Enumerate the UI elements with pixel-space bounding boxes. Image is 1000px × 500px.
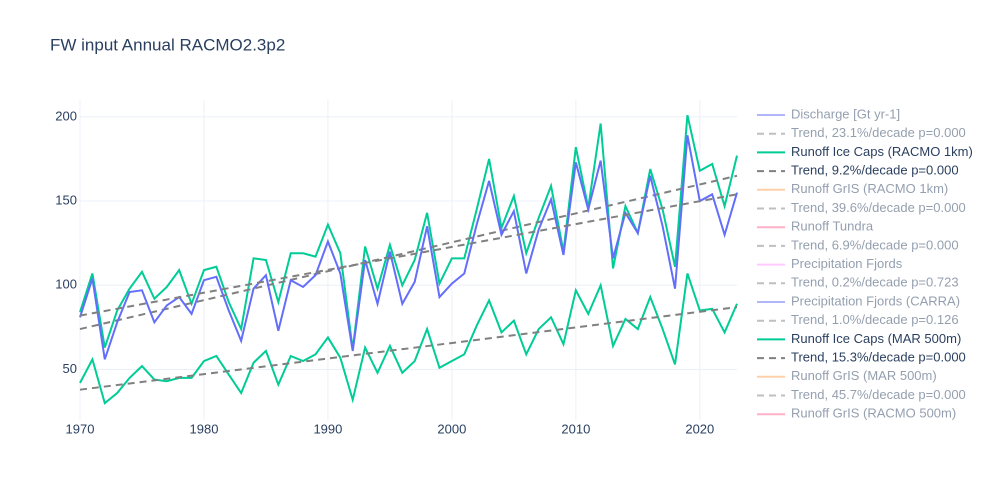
- x-tick-label: 2000: [437, 421, 466, 436]
- trend-line: [79, 306, 738, 391]
- legend-label: Discharge [Gt yr-1]: [791, 106, 900, 121]
- legend-label: Precipitation Fjords: [791, 256, 903, 271]
- legend-label: Runoff Ice Caps (RACMO 1km): [791, 144, 973, 159]
- y-tick-label: 50: [63, 361, 77, 376]
- x-tick-label: 2020: [685, 421, 714, 436]
- x-tick-label: 2010: [561, 421, 590, 436]
- x-tick-label: 1990: [313, 421, 342, 436]
- legend-label: Runoff Ice Caps (MAR 500m): [791, 331, 961, 346]
- legend-label: Trend, 39.6%/decade p=0.000: [791, 200, 966, 215]
- y-tick-label: 150: [55, 192, 77, 207]
- legend-label: Runoff GrIS (RACMO 1km): [791, 181, 948, 196]
- legend-item[interactable]: Runoff GrIS (RACMO 500m): [757, 406, 956, 421]
- legend-label: Trend, 15.3%/decade p=0.000: [791, 350, 966, 365]
- legend-label: Trend, 23.1%/decade p=0.000: [791, 125, 966, 140]
- legend-item[interactable]: Runoff GrIS (RACMO 1km): [757, 181, 948, 196]
- legend-item[interactable]: Trend, 39.6%/decade p=0.000: [757, 200, 966, 215]
- legend-item[interactable]: Trend, 23.1%/decade p=0.000: [757, 125, 966, 140]
- legend-item[interactable]: Trend, 6.9%/decade p=0.000: [757, 237, 959, 252]
- trend-line: [79, 193, 738, 317]
- legend-item[interactable]: Runoff Ice Caps (RACMO 1km): [757, 144, 973, 159]
- legend-label: Trend, 1.0%/decade p=0.126: [791, 312, 959, 327]
- x-tick-label: 1970: [66, 421, 95, 436]
- series-line: [79, 135, 738, 360]
- legend-label: Precipitation Fjords (CARRA): [791, 293, 960, 308]
- series-line: [79, 114, 738, 350]
- legend-label: Runoff Tundra: [791, 219, 874, 234]
- legend-item[interactable]: Trend, 1.0%/decade p=0.126: [757, 312, 959, 327]
- plot-area: [79, 114, 738, 405]
- legend-item[interactable]: Trend, 9.2%/decade p=0.000: [757, 163, 959, 178]
- y-tick-label: 100: [55, 277, 77, 292]
- series-line: [79, 273, 738, 405]
- legend-label: Trend, 0.2%/decade p=0.723: [791, 275, 959, 290]
- legend: Discharge [Gt yr-1] Trend, 23.1%/decade p…: [757, 106, 973, 420]
- legend-label: Runoff GrIS (RACMO 500m): [791, 406, 956, 421]
- legend-item[interactable]: Trend, 15.3%/decade p=0.000: [757, 350, 966, 365]
- legend-item[interactable]: Runoff GrIS (MAR 500m): [757, 368, 937, 383]
- legend-label: Runoff GrIS (MAR 500m): [791, 368, 937, 383]
- legend-item[interactable]: Runoff Tundra: [757, 219, 874, 234]
- legend-label: Trend, 45.7%/decade p=0.000: [791, 387, 966, 402]
- legend-item[interactable]: Trend, 45.7%/decade p=0.000: [757, 387, 966, 402]
- legend-item[interactable]: Runoff Ice Caps (MAR 500m): [757, 331, 961, 346]
- y-tick-label: 200: [55, 108, 77, 123]
- x-tick-label: 1980: [190, 421, 219, 436]
- trend-line: [79, 174, 738, 331]
- legend-item[interactable]: Discharge [Gt yr-1]: [757, 106, 900, 121]
- legend-item[interactable]: Trend, 0.2%/decade p=0.723: [757, 275, 959, 290]
- chart-title: FW input Annual RACMO2.3p2: [50, 35, 285, 54]
- legend-label: Trend, 6.9%/decade p=0.000: [791, 237, 959, 252]
- legend-item[interactable]: Precipitation Fjords (CARRA): [757, 293, 960, 308]
- legend-label: Trend, 9.2%/decade p=0.000: [791, 163, 959, 178]
- legend-item[interactable]: Precipitation Fjords: [757, 256, 903, 271]
